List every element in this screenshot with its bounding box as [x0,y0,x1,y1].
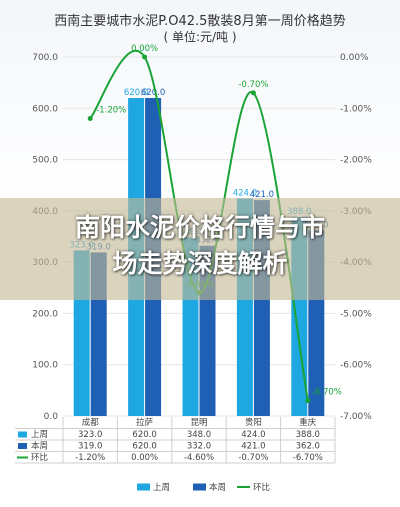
overlay-banner [0,198,400,300]
table-category: 贵阳 [245,417,262,428]
table-cell: 424.0 [241,430,265,440]
table-cell: -0.70% [238,453,268,463]
table-row-label: 环比 [31,452,48,463]
y-tick-label-left: 200.0 [32,309,58,319]
table-category: 成都 [82,417,100,428]
overlay-headline: 南阳水泥价格行情与市 场走势深度解析 [0,210,400,282]
y-tick-label-left: 600.0 [32,104,58,114]
table-cell: 323.0 [78,430,102,440]
legend-swatch [193,483,206,491]
y-tick-label-right: -1.00% [340,104,372,114]
table-swatch [18,431,27,438]
table-cell: 348.0 [187,430,211,440]
table-category: 昆明 [190,418,207,428]
table-cell: -4.60% [184,453,214,463]
table-row-label: 本周 [31,441,48,452]
overlay-line-2: 场走势深度解析 [112,249,288,278]
legend-swatch [137,483,150,491]
y-tick-label-left: 700.0 [32,53,58,63]
line-value-label: -1.20% [96,106,126,116]
table-cell: 362.0 [296,442,320,452]
line-point [250,90,256,96]
bar-value-label: 620.0 [124,88,148,98]
y-tick-label-right: -6.00% [340,361,372,371]
bar-value-label: 424.0 [233,189,257,199]
line-point [142,54,148,60]
chart-subtitle: ( 单位:元/吨 ) [163,30,237,44]
legend-label: 环比 [253,482,270,493]
y-tick-label-right: -5.00% [340,309,372,319]
table-cell: 620.0 [132,430,156,440]
y-tick-label-right: -2.00% [340,156,372,166]
line-value-label: 0.00% [131,44,158,54]
table-cell: 0.00% [131,453,158,463]
table-cell: 388.0 [296,430,320,440]
y-tick-label-left: 100.0 [32,361,58,371]
bar-value-label: 421.0 [250,190,274,200]
legend-label: 本周 [209,482,226,493]
table-cell: -6.70% [293,453,323,463]
line-point [87,116,93,122]
line-value-label: -0.70% [238,80,268,90]
bar-value-label: 620.0 [141,88,165,98]
line-value-label: -6.70% [312,388,342,398]
y-tick-label-left: 500.0 [32,156,58,166]
table-category: 拉萨 [136,417,154,428]
table-swatch [18,443,27,449]
y-tick-label-left: 0.0 [44,412,59,422]
table-cell: -1.20% [75,453,105,463]
overlay-line-1: 南阳水泥价格行情与市 [74,213,325,242]
table-cell: 332.0 [187,442,211,452]
table-cell: 319.0 [78,442,102,452]
table-cell: 620.0 [132,442,156,452]
y-tick-label-right: 0.00% [340,53,369,63]
table-category: 重庆 [299,417,317,428]
chart-title: 西南主要城市水泥P.O42.5散装8月第一周价格趋势 [54,14,346,29]
legend: 上周 本周 环比 [137,482,270,493]
y-tick-label-right: -7.00% [340,412,372,422]
line-point [305,398,311,404]
table-cell: 421.0 [241,442,265,452]
table-row-label: 上周 [31,430,48,440]
legend-label: 上周 [153,483,170,493]
